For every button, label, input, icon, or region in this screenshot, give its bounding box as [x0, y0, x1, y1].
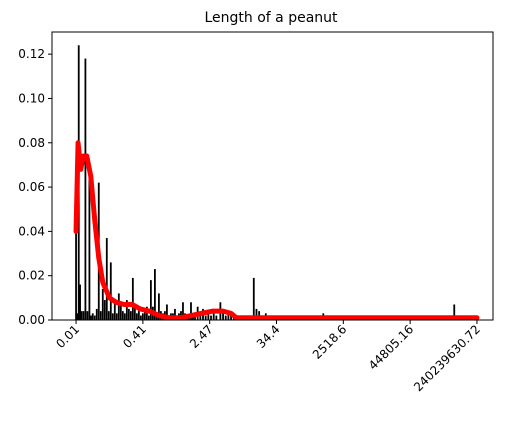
bar — [113, 300, 116, 320]
bar — [215, 315, 218, 320]
bar — [86, 311, 89, 320]
bar — [207, 313, 210, 320]
bar — [107, 311, 110, 320]
bar — [109, 262, 112, 320]
bar — [255, 308, 258, 320]
bar — [105, 238, 108, 320]
y-tick-label: 0.02 — [18, 269, 45, 283]
bar — [147, 315, 150, 320]
bar — [115, 313, 118, 320]
bar — [224, 315, 227, 320]
bar — [182, 302, 184, 320]
bar — [212, 311, 215, 320]
bar — [252, 277, 255, 320]
bar — [131, 277, 134, 320]
bar — [117, 293, 120, 320]
bar — [137, 308, 140, 320]
axes-frame — [51, 31, 494, 321]
bar — [101, 288, 104, 320]
bar — [210, 315, 212, 320]
bar — [227, 313, 230, 320]
bar — [143, 308, 146, 320]
bar — [230, 315, 232, 320]
y-tick-label: 0.08 — [18, 136, 45, 150]
bar — [121, 311, 124, 320]
y-tick-label: 0.06 — [18, 180, 45, 194]
bar — [88, 162, 91, 320]
bar — [141, 313, 144, 320]
bar — [111, 313, 114, 320]
y-tick-label: 0.04 — [18, 224, 45, 238]
bar — [174, 308, 176, 320]
bar — [139, 315, 142, 320]
chart-title: Length of a peanut — [204, 10, 338, 26]
bar — [119, 304, 122, 320]
y-tick-label: 0.10 — [18, 91, 45, 105]
bar — [222, 313, 224, 320]
bar — [166, 304, 168, 320]
bar — [75, 182, 77, 320]
bar — [91, 313, 94, 320]
bar — [135, 313, 138, 320]
bar — [127, 308, 130, 320]
bar — [129, 311, 132, 320]
bar — [204, 315, 207, 320]
bar — [194, 315, 196, 320]
bar — [84, 58, 87, 320]
bar — [95, 308, 98, 320]
bar — [80, 311, 83, 320]
bar — [99, 311, 102, 320]
bar — [123, 313, 126, 320]
bar — [103, 300, 106, 320]
bar — [133, 306, 136, 320]
bar — [125, 300, 128, 320]
y-tick-label: 0.12 — [18, 47, 45, 61]
bar — [158, 293, 160, 320]
bar — [93, 315, 96, 320]
bar — [145, 306, 148, 320]
bar — [199, 313, 202, 320]
bar — [79, 284, 81, 320]
bar — [154, 269, 156, 320]
bar — [190, 302, 192, 320]
bar — [82, 311, 85, 320]
density-line — [73, 140, 480, 321]
bar — [149, 280, 152, 320]
y-tick-label: 0.00 — [18, 313, 45, 327]
bar — [76, 313, 79, 320]
bar — [453, 304, 456, 320]
bar — [90, 315, 92, 320]
